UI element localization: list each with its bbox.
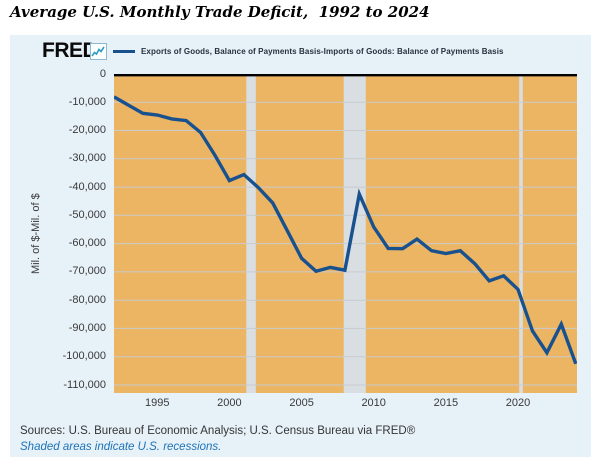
fred-chart-panel: FRED® Exports of Goods, Balance of Payme…: [10, 35, 591, 457]
y-tick-label: -50,000: [68, 208, 106, 221]
sparkline-icon: [90, 43, 107, 60]
y-tick-label: -10,000: [68, 95, 106, 108]
x-tick-label: 2020: [505, 397, 531, 409]
fred-logo-text: FRED: [42, 39, 98, 62]
y-axis-title: Mil. of $-Mil. of $: [30, 193, 42, 274]
y-tick-label: -60,000: [68, 237, 106, 250]
legend-label: Exports of Goods, Balance of Payments Ba…: [141, 47, 504, 56]
y-tick-label: -70,000: [68, 265, 106, 278]
x-tick-label: 1995: [145, 397, 170, 409]
y-tick-label: -30,000: [68, 152, 106, 165]
recession-note: Shaded areas indicate U.S. recessions.: [20, 441, 222, 453]
y-tick-label: -110,000: [63, 378, 106, 391]
page-title: Average U.S. Monthly Trade Deficit, 1992…: [10, 3, 430, 21]
data-line: [114, 95, 577, 365]
y-tick-label: -90,000: [68, 321, 106, 334]
trade-deficit-line-chart[interactable]: [114, 74, 577, 393]
recession-band: [246, 74, 256, 393]
x-tick-label: 2015: [433, 397, 459, 409]
recession-band: [343, 74, 366, 393]
y-tick-label: -80,000: [68, 293, 106, 306]
x-tick-label: 2010: [361, 397, 386, 409]
plot-area[interactable]: [114, 74, 577, 393]
y-tick-label: -40,000: [68, 180, 106, 193]
sources-text: Sources: U.S. Bureau of Economic Analysi…: [20, 425, 416, 437]
legend-line-swatch: [113, 50, 135, 53]
x-tick-label: 2005: [289, 397, 314, 409]
x-tick-label: 2000: [217, 397, 242, 409]
y-tick-label: 0: [99, 67, 106, 80]
recession-band: [519, 74, 523, 393]
y-tick-label: -100,000: [62, 350, 106, 363]
y-tick-label: -20,000: [68, 124, 106, 136]
